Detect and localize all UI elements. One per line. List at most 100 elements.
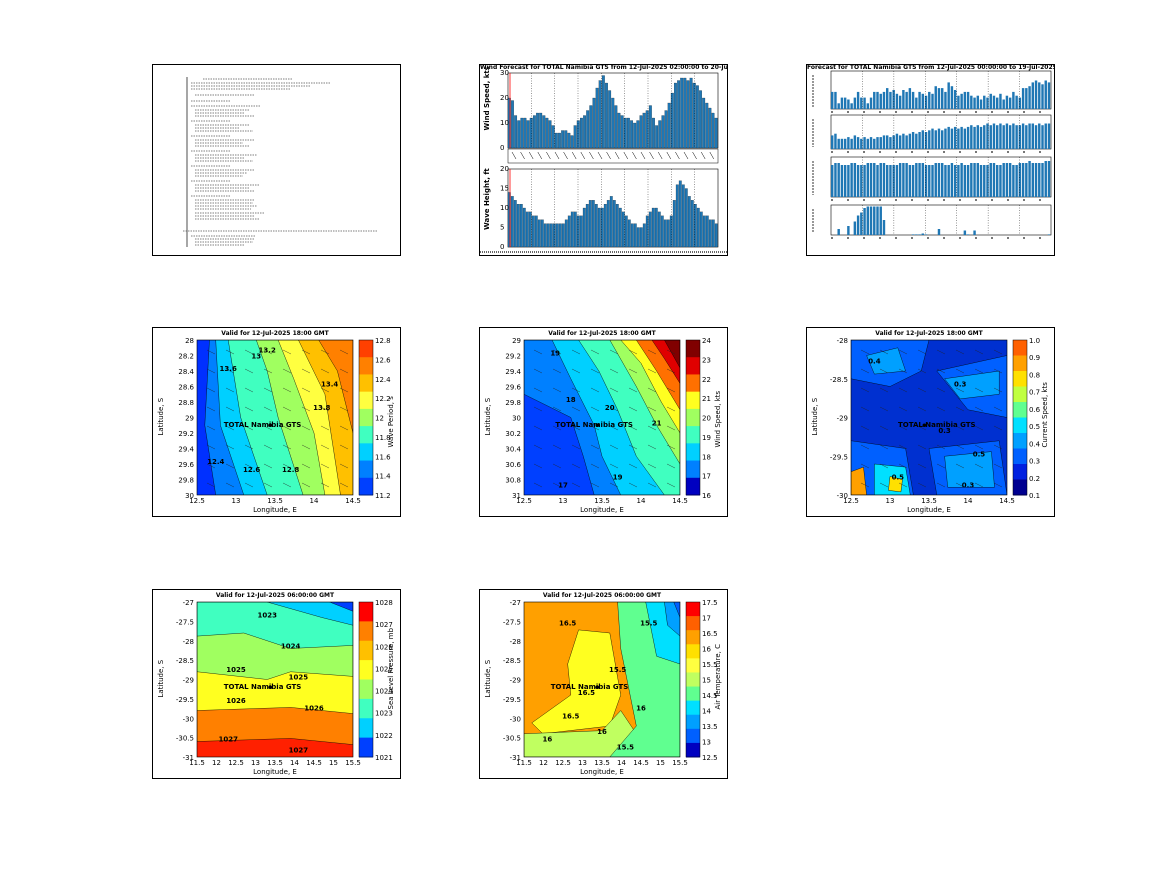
contour-label: 0.3 bbox=[962, 481, 975, 489]
wind-bar bbox=[670, 92, 674, 149]
met-bar bbox=[911, 165, 915, 197]
wind-bar bbox=[699, 90, 702, 149]
vector-arrow bbox=[917, 349, 927, 355]
site-marker bbox=[595, 685, 600, 690]
vector-arrow bbox=[993, 463, 1003, 469]
wind-bar bbox=[652, 117, 655, 149]
map-ytick: -29 bbox=[837, 415, 848, 423]
map-xtick: 13 bbox=[559, 497, 568, 505]
wind-bar bbox=[567, 132, 571, 149]
wind-barb bbox=[606, 151, 611, 160]
colorbar-tick: 11.2 bbox=[375, 492, 391, 500]
vector-arrow bbox=[993, 482, 1003, 488]
met-bar bbox=[963, 91, 967, 109]
colorbar-tick: 20 bbox=[702, 415, 711, 423]
vector-arrow bbox=[206, 482, 216, 488]
vector-arrow bbox=[936, 349, 946, 355]
map-ylabel: Latitude, S bbox=[811, 397, 819, 435]
map-xtick: 13 bbox=[886, 497, 895, 505]
met-bar bbox=[843, 165, 847, 197]
vector-arrow bbox=[552, 387, 562, 393]
vector-arrow bbox=[628, 444, 638, 450]
vector-arrow bbox=[282, 463, 292, 469]
vector-arrow bbox=[917, 444, 927, 450]
vector-arrow bbox=[647, 482, 657, 488]
map-title: Valid for 12-Jul-2025 18:00 GMT bbox=[875, 330, 983, 337]
wave-bar bbox=[627, 219, 631, 248]
colorbar-swatch bbox=[686, 357, 700, 375]
vector-arrow bbox=[936, 368, 946, 374]
colorbar-swatch bbox=[1013, 433, 1027, 449]
contour-label: 16 bbox=[543, 736, 553, 744]
vector-arrow bbox=[263, 368, 273, 374]
wave-bar bbox=[594, 204, 598, 248]
colorbar-swatch bbox=[1013, 386, 1027, 403]
contour-label: 0.5 bbox=[973, 450, 986, 458]
met-bar bbox=[895, 165, 899, 197]
met-bar bbox=[902, 163, 905, 197]
map-xtick: 13 bbox=[251, 759, 260, 767]
wind-bar bbox=[583, 115, 586, 149]
contour-fill bbox=[851, 340, 1007, 495]
colorbar-tick: 19 bbox=[702, 434, 711, 442]
vector-arrow bbox=[879, 482, 889, 488]
vector-arrow bbox=[225, 482, 235, 488]
vector-arrow bbox=[552, 349, 562, 355]
met-bar bbox=[973, 163, 976, 197]
colorbar-swatch bbox=[686, 443, 700, 462]
map-xtick: 11.5 bbox=[516, 759, 532, 767]
wave-bar bbox=[573, 211, 577, 248]
site-marker bbox=[922, 423, 927, 428]
vector-arrow bbox=[898, 349, 908, 355]
wind-bar bbox=[561, 130, 565, 149]
map-xtick: 15 bbox=[656, 759, 665, 767]
vector-arrow bbox=[647, 387, 657, 393]
vector-arrow bbox=[339, 463, 349, 469]
wave-bar bbox=[507, 192, 511, 248]
colorbar-tick: 15 bbox=[702, 677, 711, 685]
met-bar bbox=[882, 91, 886, 109]
met-bar bbox=[947, 126, 950, 149]
map-ytick: 30.6 bbox=[505, 461, 521, 469]
colorbar-swatch bbox=[359, 660, 373, 680]
met-bar bbox=[921, 130, 925, 149]
met-bar bbox=[960, 126, 963, 149]
map-ytick: 28.6 bbox=[178, 384, 194, 392]
met-bar bbox=[860, 138, 863, 149]
wind-bar bbox=[645, 110, 649, 149]
met-bar bbox=[1038, 82, 1041, 109]
map-ytick: 29.6 bbox=[178, 461, 194, 469]
met-bar bbox=[931, 93, 934, 109]
direction-strip bbox=[507, 148, 719, 164]
map-xtick: 13.5 bbox=[267, 759, 283, 767]
met-bar bbox=[886, 88, 889, 109]
map-ytick: 28.4 bbox=[178, 368, 194, 376]
met-bar bbox=[866, 103, 870, 109]
vector-arrow bbox=[628, 368, 638, 374]
colorbar-swatch bbox=[359, 391, 373, 410]
met-bar bbox=[1012, 123, 1015, 149]
wave-bar bbox=[696, 207, 700, 248]
vector-arrow bbox=[320, 368, 330, 374]
met-bar bbox=[863, 97, 866, 109]
map-xtick: 13 bbox=[232, 497, 241, 505]
colorbar-swatch bbox=[359, 408, 373, 427]
met-bar bbox=[898, 95, 902, 109]
map-ytick: 30 bbox=[512, 415, 521, 423]
met-bar bbox=[856, 137, 860, 149]
vector-arrow bbox=[533, 349, 543, 355]
map-xtick: 14 bbox=[637, 497, 646, 505]
wind-bar bbox=[711, 112, 715, 149]
met-bar bbox=[924, 165, 928, 197]
map-xlabel: Longitude, E bbox=[907, 506, 951, 514]
vector-arrow bbox=[301, 444, 311, 450]
vector-arrow bbox=[320, 387, 330, 393]
map-xtick: 12.5 bbox=[843, 497, 859, 505]
wave-bar bbox=[711, 219, 715, 248]
met-bar bbox=[1012, 165, 1015, 197]
met-bar bbox=[879, 206, 882, 235]
colorbar-swatch bbox=[359, 340, 373, 358]
map-xtick: 13.5 bbox=[267, 497, 283, 505]
colorbar-swatch bbox=[1013, 448, 1027, 465]
map-ytick: -28.5 bbox=[176, 657, 194, 665]
